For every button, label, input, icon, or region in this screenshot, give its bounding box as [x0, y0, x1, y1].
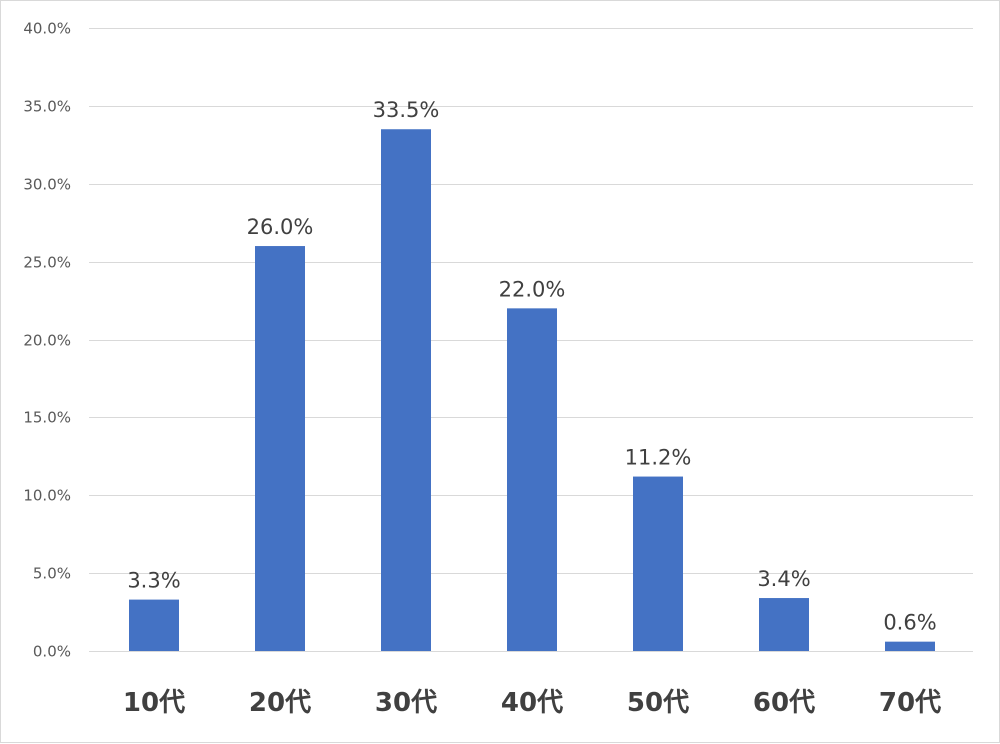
data-label: 11.2% [625, 446, 692, 470]
x-tick-label: 10代 [123, 688, 185, 718]
data-labels: 3.3% 26.0% 33.5% 22.0% 11.2% 3.4% 0.6% [127, 98, 936, 634]
bar [381, 129, 431, 652]
data-label: 3.4% [757, 567, 810, 591]
x-tick-label: 30代 [375, 688, 437, 718]
y-tick-label: 25.0% [23, 254, 71, 272]
data-label: 26.0% [247, 215, 314, 239]
x-axis-ticks: 10代 20代 30代 40代 50代 60代 70代 [123, 688, 941, 718]
x-tick-label: 50代 [627, 688, 689, 718]
y-axis-ticks: 0.0% 5.0% 10.0% 15.0% 20.0% 25.0% 30.0% 35.0% 40… [23, 20, 71, 661]
y-tick-label: 20.0% [23, 332, 71, 350]
bar [759, 598, 809, 651]
bar [885, 641, 935, 651]
bar [129, 599, 179, 651]
y-tick-label: 5.0% [33, 565, 71, 583]
y-tick-label: 10.0% [23, 487, 71, 505]
x-tick-label: 20代 [249, 688, 311, 718]
bar [633, 476, 683, 651]
bar [255, 246, 305, 652]
data-label: 33.5% [373, 98, 440, 122]
data-label: 0.6% [883, 611, 936, 635]
x-tick-label: 70代 [879, 688, 941, 718]
data-label: 22.0% [499, 277, 566, 301]
y-tick-label: 40.0% [23, 20, 71, 38]
data-label: 3.3% [127, 569, 180, 593]
x-tick-label: 40代 [501, 688, 563, 718]
y-tick-label: 35.0% [23, 98, 71, 116]
y-tick-label: 15.0% [23, 409, 71, 427]
bars [129, 129, 935, 652]
bar [507, 308, 557, 651]
x-tick-label: 60代 [753, 688, 815, 718]
y-tick-label: 0.0% [33, 643, 71, 661]
y-tick-label: 30.0% [23, 176, 71, 194]
